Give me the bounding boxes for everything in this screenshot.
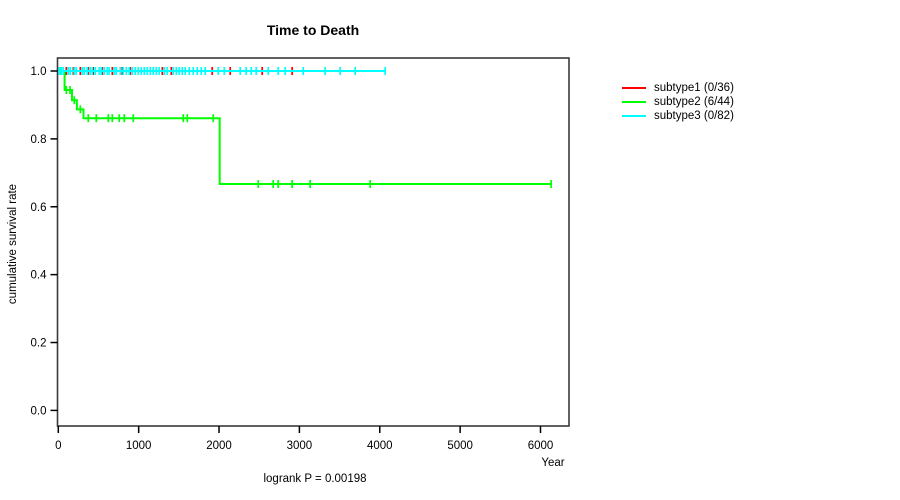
x-tick-label: 4000 [367,440,393,452]
x-axis-title: Year [541,457,565,469]
y-tick-label: 0.4 [31,270,48,282]
legend-label: subtype1 (0/36) [654,82,734,94]
x-tick-label: 0 [55,440,61,452]
legend-line-icon [622,101,646,103]
logrank-annotation: logrank P = 0.00198 [263,473,367,485]
chart-title: Time to Death [266,22,360,38]
legend-item: subtype2 (6/44) [622,95,734,109]
x-tick-label: 6000 [528,440,554,452]
x-tick-label: 5000 [447,440,473,452]
y-tick-label: 1.0 [31,66,47,78]
plot-border [56,57,570,427]
legend-line-icon [622,115,646,117]
legend: subtype1 (0/36) subtype2 (6/44) subtype3 (… [622,81,734,123]
y-axis-title: cumulative survival rate [7,183,19,305]
y-tick-label: 0.0 [31,405,47,417]
legend-line-icon [622,87,646,89]
y-tick-label: 0.8 [31,134,47,146]
x-tick-label: 3000 [287,440,313,452]
x-tick-label: 2000 [206,440,232,452]
x-tick-label: 1000 [126,440,152,452]
y-tick-label: 0.2 [31,338,47,350]
legend-label: subtype2 (6/44) [654,96,734,108]
survival-curve-2 [58,70,552,185]
legend-item: subtype1 (0/36) [622,81,734,95]
legend-label: subtype3 (0/82) [654,110,734,122]
y-tick-label: 0.6 [31,202,47,214]
legend-item: subtype3 (0/82) [622,109,734,123]
